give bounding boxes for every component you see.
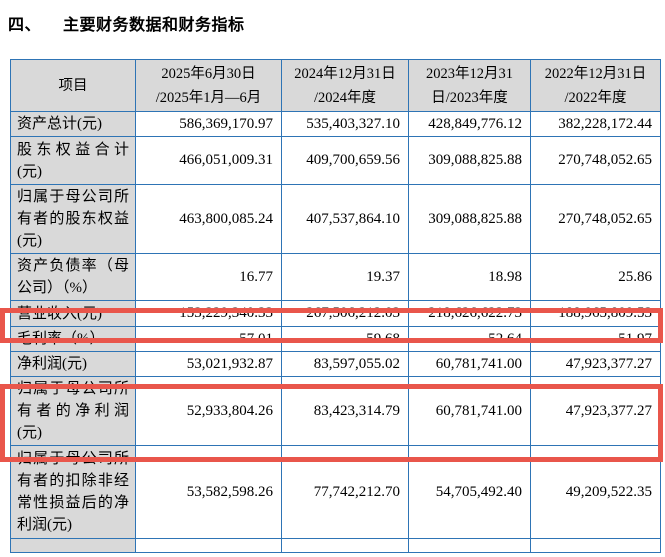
header-cell-2022: 2022年12月31日 /2022年度 [530,59,661,112]
cell-2023: 60,781,741.00 [408,351,531,377]
cell-2023: 309,088,825.88 [408,184,531,254]
cell-2025: 586,369,170.97 [135,111,282,137]
cell-2023: 52.64 [408,326,531,352]
cell-2025: 53,021,932.87 [135,351,282,377]
header-row: 项目 2025年6月30日 /2025年1月—6月 2024年12月31日 /2… [10,59,661,112]
table-row: 净利润(元) 53,021,932.87 83,597,055.02 60,78… [10,351,661,377]
table-row: 股东权益合计(元) 466,051,009.31 409,700,659.56 … [10,136,661,185]
cell-2024: 19.37 [281,253,409,301]
header-cell-2024: 2024年12月31日 /2024年度 [281,59,409,112]
cell-2022: 47,923,377.27 [530,351,661,377]
cell-2022: 270,748,052.65 [530,136,661,185]
cell-2023: 54,705,492.40 [408,445,531,539]
table-header: 项目 2025年6月30日 /2025年1月—6月 2024年12月31日 /2… [10,59,661,112]
cell-2022: 49,209,522.35 [530,445,661,539]
table-row: 资产负债率（母公司）（%） 16.77 19.37 18.98 25.86 [10,253,661,301]
section-title-text: 主要财务数据和财务指标 [63,15,245,34]
cell-2024: 59.68 [281,326,409,352]
cell-2025: 463,800,085.24 [135,184,282,254]
header-cell-2025: 2025年6月30日 /2025年1月—6月 [135,59,282,112]
row-label: 资产总计(元) [10,111,136,137]
table-body: 资产总计(元) 586,369,170.97 535,403,327.10 42… [10,111,661,553]
cell-2022: 270,748,052.65 [530,184,661,254]
cell-2025: 153,229,340.33 [135,300,282,327]
cell-2022: 188,965,809.53 [530,300,661,327]
financial-data-table: 项目 2025年6月30日 /2025年1月—6月 2024年12月31日 /2… [10,59,661,553]
cell-2022: 51.97 [530,326,661,352]
cell-2024: 267,506,212.03 [281,300,409,327]
cell-2024: 409,700,659.56 [281,136,409,185]
section-number: 四、 [8,15,42,34]
table-row: 营业收入(元) 153,229,340.33 267,506,212.03 21… [10,300,661,327]
cell-2022: 382,228,172.44 [530,111,661,137]
cell-2023: 428,849,776.12 [408,111,531,137]
table-row: 归属于母公司所有者的扣除非经常性损益后的净利润(元) 53,582,598.26… [10,445,661,539]
cell-2024: 83,423,314.79 [281,376,409,446]
header-cell-2023: 2023年12月31 日/2023年度 [408,59,531,112]
cell-2023: 18.98 [408,253,531,301]
section-title: 四、 主要财务数据和财务指标 [8,11,665,35]
cell-2025: 52,933,804.26 [135,376,282,446]
cell-2025: 53,582,598.26 [135,445,282,539]
table-row: 资产总计(元) 586,369,170.97 535,403,327.10 42… [10,111,661,137]
row-label: 归属于母公司所有者的净利润(元) [10,376,136,446]
row-label: 归属于母公司所有者的扣除非经常性损益后的净利润(元) [10,445,136,539]
table-row: 归属于母公司所有者的股东权益(元) 463,800,085.24 407,537… [10,184,661,254]
cell-2024: 535,403,327.10 [281,111,409,137]
cell-2024: 83,597,055.02 [281,351,409,377]
cell-2023: 309,088,825.88 [408,136,531,185]
row-label: 毛利率（%） [10,326,136,352]
cell-2023: 60,781,741.00 [408,376,531,446]
cell-2022: 47,923,377.27 [530,376,661,446]
cell-2023: 218,626,622.73 [408,300,531,327]
row-label: 营业收入(元) [10,300,136,327]
row-label: 股东权益合计(元) [10,136,136,185]
row-label: 资产负债率（母公司）（%） [10,253,136,301]
cell-2025: 16.77 [135,253,282,301]
cell-2024: 407,537,864.10 [281,184,409,254]
table-row: 毛利率（%） 57.01 59.68 52.64 51.97 [10,326,661,352]
header-cell-item: 项目 [10,59,136,112]
cell-2024: 77,742,212.70 [281,445,409,539]
cell-2022: 25.86 [530,253,661,301]
cell-2025: 466,051,009.31 [135,136,282,185]
row-label: 净利润(元) [10,351,136,377]
table-row: 归属于母公司所有者的净利润(元) 52,933,804.26 83,423,31… [10,376,661,446]
cell-2025: 57.01 [135,326,282,352]
row-label: 归属于母公司所有者的股东权益(元) [10,184,136,254]
